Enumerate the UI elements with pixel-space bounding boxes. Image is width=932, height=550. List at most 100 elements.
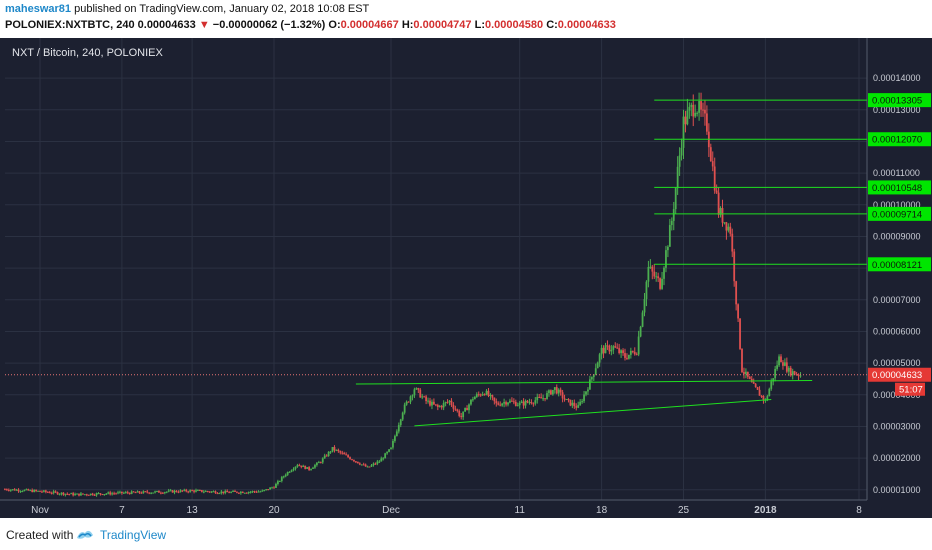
candle-body bbox=[390, 447, 392, 450]
candle-body bbox=[236, 491, 238, 493]
chart-canvas[interactable]: 0.000140000.000130000.000120000.00011000… bbox=[0, 38, 932, 518]
candle-body bbox=[329, 451, 332, 453]
candle-body bbox=[553, 387, 556, 390]
candle-body bbox=[682, 116, 685, 148]
candle-body bbox=[43, 490, 45, 492]
last-price: 0.00004633 bbox=[137, 19, 196, 31]
candle-body bbox=[126, 492, 129, 494]
candle-body bbox=[540, 397, 543, 399]
candle-body bbox=[353, 459, 355, 462]
price-chart[interactable]: 0.000140000.000130000.000120000.00011000… bbox=[0, 38, 932, 518]
candle-body bbox=[169, 490, 172, 492]
candle-body bbox=[495, 401, 498, 404]
candle-body bbox=[241, 491, 244, 493]
candle-body bbox=[5, 489, 8, 491]
candle-body bbox=[306, 467, 309, 469]
candle-body bbox=[680, 147, 683, 156]
candle-body bbox=[462, 411, 465, 418]
candle-body bbox=[368, 466, 371, 468]
candle-body bbox=[17, 489, 20, 492]
candle-body bbox=[766, 396, 769, 400]
candle-body bbox=[782, 362, 784, 366]
candle-body bbox=[460, 416, 463, 418]
candle-body bbox=[608, 345, 611, 352]
candle-body bbox=[511, 400, 513, 402]
candle-body bbox=[526, 400, 529, 403]
candle-body bbox=[397, 425, 400, 432]
candle-body bbox=[403, 404, 406, 413]
candle-body bbox=[713, 166, 716, 191]
candle-body bbox=[247, 491, 250, 493]
y-tick-label: 0.00009000 bbox=[873, 231, 921, 241]
candle-body bbox=[58, 493, 61, 495]
candle-body bbox=[382, 458, 385, 460]
candle-body bbox=[298, 465, 301, 467]
candle-body bbox=[52, 491, 55, 494]
candle-body bbox=[87, 494, 90, 496]
high-value: 0.00004747 bbox=[413, 19, 472, 31]
candle-body bbox=[590, 377, 593, 380]
candle-body bbox=[639, 326, 642, 337]
y-tick-label: 0.00001000 bbox=[873, 485, 921, 495]
candle-body bbox=[319, 462, 322, 464]
candle-body bbox=[795, 374, 798, 376]
candle-body bbox=[362, 464, 365, 466]
tradingview-logo-icon[interactable] bbox=[75, 527, 95, 541]
candle-body bbox=[72, 493, 75, 496]
candle-body bbox=[259, 491, 262, 493]
candle-body bbox=[224, 490, 227, 494]
candle-body bbox=[789, 367, 792, 376]
candle-body bbox=[251, 491, 254, 493]
candle-body bbox=[754, 383, 757, 388]
candle-body bbox=[717, 192, 720, 215]
candle-body bbox=[678, 155, 681, 167]
y-tick-label: 0.00010000 bbox=[873, 200, 921, 210]
publish-line: maheswar81 published on TradingView.com,… bbox=[5, 3, 369, 15]
tradingview-link[interactable]: TradingView bbox=[100, 528, 167, 542]
x-tick-label: 13 bbox=[187, 505, 199, 516]
candle-body bbox=[797, 374, 800, 376]
candle-body bbox=[316, 462, 318, 466]
candle-body bbox=[370, 465, 373, 467]
candle-body bbox=[48, 492, 51, 494]
candle-body bbox=[261, 490, 264, 492]
candle-body bbox=[555, 387, 558, 394]
x-tick-label: 11 bbox=[515, 505, 526, 516]
candle-body bbox=[185, 489, 188, 492]
candle-body bbox=[255, 491, 258, 493]
author-link[interactable]: maheswar81 bbox=[5, 3, 72, 15]
candle-body bbox=[458, 411, 461, 417]
candle-body bbox=[626, 357, 628, 359]
candle-body bbox=[649, 266, 652, 268]
candle-body bbox=[629, 350, 632, 355]
level-price-label: 0.00012070 bbox=[872, 135, 922, 146]
candle-body bbox=[668, 225, 671, 247]
candle-body bbox=[674, 188, 677, 210]
candle-body bbox=[111, 493, 114, 495]
candle-body bbox=[181, 490, 184, 492]
candle-body bbox=[130, 491, 133, 494]
countdown-label: 51:07 bbox=[899, 385, 923, 396]
candle-body bbox=[600, 347, 603, 355]
trendline bbox=[414, 399, 772, 427]
candle-body bbox=[321, 458, 324, 463]
candle-body bbox=[651, 266, 654, 272]
candle-body bbox=[288, 471, 291, 473]
candle-body bbox=[148, 492, 151, 494]
candle-body bbox=[614, 346, 617, 348]
candle-body bbox=[481, 394, 484, 396]
candle-body bbox=[721, 208, 724, 223]
candle-body bbox=[592, 374, 595, 378]
candle-body bbox=[263, 489, 266, 491]
candle-body bbox=[655, 276, 658, 278]
level-price-label-bg bbox=[868, 206, 931, 221]
candle-body bbox=[230, 491, 232, 493]
down-arrow-icon: ▼ bbox=[198, 19, 210, 31]
level-price-label-bg bbox=[868, 93, 931, 108]
candle-body bbox=[25, 489, 28, 491]
candle-body bbox=[191, 490, 193, 492]
candle-body bbox=[152, 492, 154, 494]
candle-body bbox=[290, 470, 293, 472]
candle-body bbox=[253, 491, 256, 493]
candle-body bbox=[91, 493, 94, 495]
